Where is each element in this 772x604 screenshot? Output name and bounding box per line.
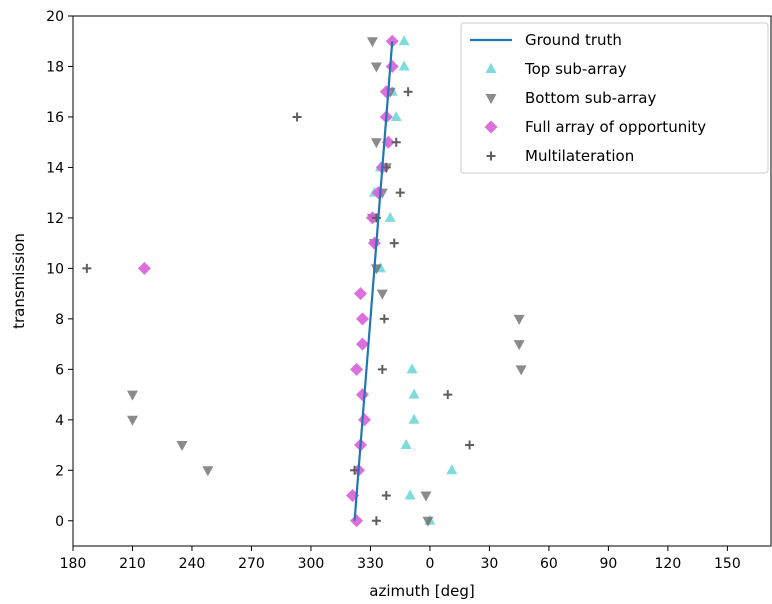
y-axis-label: transmission xyxy=(10,233,28,329)
legend-label: Top sub-array xyxy=(524,60,627,78)
x-tick-label: 150 xyxy=(714,556,741,572)
legend-label: Bottom sub-array xyxy=(525,89,656,107)
multilateration-point xyxy=(465,440,475,450)
bottom-sub-array-point xyxy=(515,365,527,376)
x-tick-label: 240 xyxy=(179,556,206,572)
full-array-of-opportunity-point xyxy=(137,261,151,275)
multilateration-point xyxy=(371,516,381,526)
y-tick-label: 6 xyxy=(55,362,64,378)
bottom-sub-array-point xyxy=(513,340,525,351)
y-tick-label: 0 xyxy=(55,514,64,530)
y-tick-label: 12 xyxy=(46,211,64,227)
full-array-of-opportunity-point xyxy=(350,514,364,528)
axes: 180 210 240 270 300 330 0 30 60 90 120 150 0 2 4 6 8 10 12… xyxy=(46,9,772,572)
full-array-of-opportunity-point xyxy=(356,388,370,402)
multilateration-point xyxy=(381,491,391,501)
y-tick-label: 20 xyxy=(46,9,64,25)
bottom-sub-array-point xyxy=(422,516,434,527)
full-array-of-opportunity-point xyxy=(367,236,381,250)
legend-marker-icon xyxy=(485,94,497,104)
y-tick-label: 2 xyxy=(55,463,64,479)
bottom-sub-array-point xyxy=(370,62,382,73)
top-sub-array-point xyxy=(398,35,410,46)
series-multilateration xyxy=(82,87,475,526)
bottom-sub-array-point xyxy=(513,314,525,325)
x-tick-label: 270 xyxy=(238,556,265,572)
full-array-of-opportunity-point xyxy=(385,59,399,73)
bottom-sub-array-point xyxy=(176,441,188,452)
multilateration-point xyxy=(292,112,302,122)
full-array-of-opportunity-point xyxy=(350,362,364,376)
series-ground-truth xyxy=(353,41,394,521)
top-sub-array-point xyxy=(408,413,420,424)
full-array-of-opportunity-point xyxy=(354,287,368,301)
full-array-of-opportunity-point xyxy=(357,413,371,427)
multilateration-point xyxy=(391,137,401,147)
y-tick-label: 8 xyxy=(55,312,64,328)
top-sub-array-point xyxy=(384,211,396,222)
multilateration-point xyxy=(395,188,405,198)
legend-marker-icon xyxy=(484,120,498,134)
x-tick-label: 120 xyxy=(655,556,682,572)
x-tick-label: 60 xyxy=(540,556,558,572)
y-tick-label: 10 xyxy=(46,261,64,277)
full-array-of-opportunity-point xyxy=(356,337,370,351)
y-tick-label: 14 xyxy=(46,160,64,176)
legend-marker-icon xyxy=(485,63,497,73)
plot-frame xyxy=(72,15,772,547)
multilateration-point xyxy=(377,364,387,374)
multilateration-point xyxy=(443,390,453,400)
bottom-sub-array-point xyxy=(420,491,432,502)
series-top-sub-array xyxy=(368,35,458,525)
full-array-of-opportunity-point xyxy=(356,312,370,326)
x-tick-label: 90 xyxy=(599,556,617,572)
bottom-sub-array-point xyxy=(126,415,138,426)
bottom-sub-array-point xyxy=(376,289,388,300)
legend: Ground truth Top sub-array Bottom sub-arra… xyxy=(460,22,769,174)
x-tick-label: 0 xyxy=(425,556,434,572)
x-axis-label: azimuth [deg] xyxy=(369,582,474,600)
y-tick-label: 4 xyxy=(55,413,64,429)
top-sub-array-point xyxy=(446,464,458,475)
legend-label: Ground truth xyxy=(525,31,622,49)
multilateration-point xyxy=(82,263,92,273)
legend-marker-icon xyxy=(486,151,496,161)
x-tick-label: 300 xyxy=(298,556,325,572)
y-tick-label: 18 xyxy=(46,59,64,75)
plot-marks xyxy=(82,34,527,528)
multilateration-point xyxy=(389,238,399,248)
bottom-sub-array-point xyxy=(202,466,214,477)
ground-truth-line xyxy=(353,41,394,521)
top-sub-array-point xyxy=(398,60,410,71)
y-tick-label: 16 xyxy=(46,110,64,126)
multilateration-point xyxy=(379,314,389,324)
x-tick-label: 30 xyxy=(481,556,499,572)
bottom-sub-array-point xyxy=(126,390,138,401)
x-tick-label: 330 xyxy=(357,556,384,572)
legend-label: Full array of opportunity xyxy=(525,118,706,136)
legend-label: Multilateration xyxy=(525,147,634,165)
bottom-sub-array-point xyxy=(370,138,382,149)
top-sub-array-point xyxy=(408,388,420,399)
top-sub-array-point xyxy=(400,439,412,450)
top-sub-array-point xyxy=(406,363,418,374)
x-tick-label: 210 xyxy=(119,556,146,572)
x-tick-label: 180 xyxy=(60,556,87,572)
bottom-sub-array-point xyxy=(366,37,378,48)
legend-box xyxy=(460,22,769,174)
top-sub-array-point xyxy=(390,110,402,121)
multilateration-point xyxy=(403,87,413,97)
top-sub-array-point xyxy=(404,489,416,500)
